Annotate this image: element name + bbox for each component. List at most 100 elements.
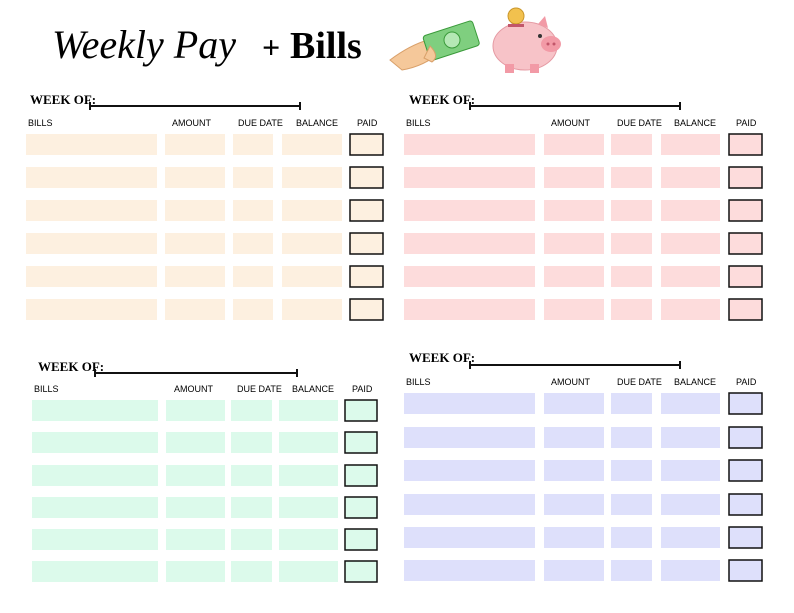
entry-cell: [26, 167, 157, 188]
paid-checkbox: [349, 133, 384, 156]
entry-cell: [404, 167, 535, 188]
paid-checkbox: [728, 493, 763, 516]
column-header: BALANCE: [296, 118, 338, 128]
entry-cell: [166, 529, 225, 550]
entry-cell: [32, 465, 158, 486]
column-header: BILLS: [406, 118, 431, 128]
entry-cell: [32, 529, 158, 550]
entry-cell: [544, 460, 604, 481]
entry-cell: [166, 561, 225, 582]
entry-cell: [404, 134, 535, 155]
entry-cell: [165, 134, 225, 155]
entry-cell: [231, 561, 272, 582]
entry-cell: [661, 393, 720, 414]
entry-cell: [279, 400, 338, 421]
entry-cell: [404, 200, 535, 221]
entry-cell: [165, 200, 225, 221]
entry-cell: [544, 233, 604, 254]
column-header: DUE DATE: [617, 377, 662, 387]
entry-cell: [404, 494, 535, 515]
entry-cell: [661, 134, 720, 155]
paid-checkbox: [349, 199, 384, 222]
entry-cell: [661, 266, 720, 287]
entry-cell: [32, 561, 158, 582]
entry-cell: [611, 266, 652, 287]
column-header: PAID: [736, 377, 757, 387]
paid-checkbox: [349, 265, 384, 288]
title-script: Weekly Pay: [52, 22, 236, 67]
entry-cell: [661, 527, 720, 548]
paid-checkbox: [349, 232, 384, 255]
entry-cell: [32, 400, 158, 421]
entry-cell: [279, 529, 338, 550]
entry-cell: [282, 200, 342, 221]
paid-checkbox: [728, 199, 763, 222]
entry-cell: [32, 432, 158, 453]
entry-cell: [231, 432, 272, 453]
column-header: BILLS: [34, 384, 59, 394]
entry-cell: [26, 233, 157, 254]
entry-cell: [661, 560, 720, 581]
week-of-label: WEEK OF:: [30, 92, 96, 107]
paid-checkbox: [344, 431, 378, 454]
entry-cell: [611, 393, 652, 414]
entry-cell: [26, 134, 157, 155]
entry-cell: [661, 460, 720, 481]
paid-checkbox: [728, 232, 763, 255]
entry-cell: [166, 400, 225, 421]
entry-cell: [611, 167, 652, 188]
entry-cell: [611, 494, 652, 515]
column-header: PAID: [352, 384, 373, 394]
entry-cell: [166, 465, 225, 486]
entry-cell: [404, 427, 535, 448]
entry-cell: [26, 200, 157, 221]
entry-cell: [282, 299, 342, 320]
column-header: AMOUNT: [172, 118, 211, 128]
entry-cell: [32, 497, 158, 518]
entry-cell: [279, 432, 338, 453]
entry-cell: [661, 299, 720, 320]
entry-cell: [233, 167, 273, 188]
entry-cell: [231, 465, 272, 486]
paid-checkbox: [728, 298, 763, 321]
money-hand-icon: [389, 20, 480, 71]
entry-cell: [611, 233, 652, 254]
column-header: PAID: [357, 118, 378, 128]
piggy-bank-icon: [492, 7, 561, 73]
entry-cell: [404, 393, 535, 414]
entry-cell: [661, 167, 720, 188]
paid-checkbox: [728, 526, 763, 549]
column-header: BALANCE: [674, 377, 716, 387]
week-of-label: WEEK OF:: [409, 92, 475, 107]
entry-cell: [233, 134, 273, 155]
entry-cell: [661, 233, 720, 254]
entry-cell: [611, 427, 652, 448]
column-header: BILLS: [406, 377, 431, 387]
paid-checkbox: [728, 459, 763, 482]
entry-cell: [26, 299, 157, 320]
column-header: DUE DATE: [237, 384, 282, 394]
entry-cell: [279, 465, 338, 486]
entry-cell: [231, 400, 272, 421]
paid-checkbox: [728, 426, 763, 449]
entry-cell: [165, 266, 225, 287]
column-header: AMOUNT: [551, 377, 590, 387]
paid-checkbox: [344, 464, 378, 487]
entry-cell: [231, 497, 272, 518]
entry-cell: [544, 299, 604, 320]
paid-checkbox: [349, 166, 384, 189]
entry-cell: [661, 427, 720, 448]
entry-cell: [26, 266, 157, 287]
entry-cell: [544, 200, 604, 221]
entry-cell: [166, 497, 225, 518]
paid-checkbox: [728, 559, 763, 582]
paid-checkbox: [349, 298, 384, 321]
paid-checkbox: [344, 528, 378, 551]
entry-cell: [165, 233, 225, 254]
entry-cell: [233, 299, 273, 320]
entry-cell: [544, 266, 604, 287]
entry-cell: [404, 266, 535, 287]
entry-cell: [404, 527, 535, 548]
paid-checkbox: [344, 399, 378, 422]
